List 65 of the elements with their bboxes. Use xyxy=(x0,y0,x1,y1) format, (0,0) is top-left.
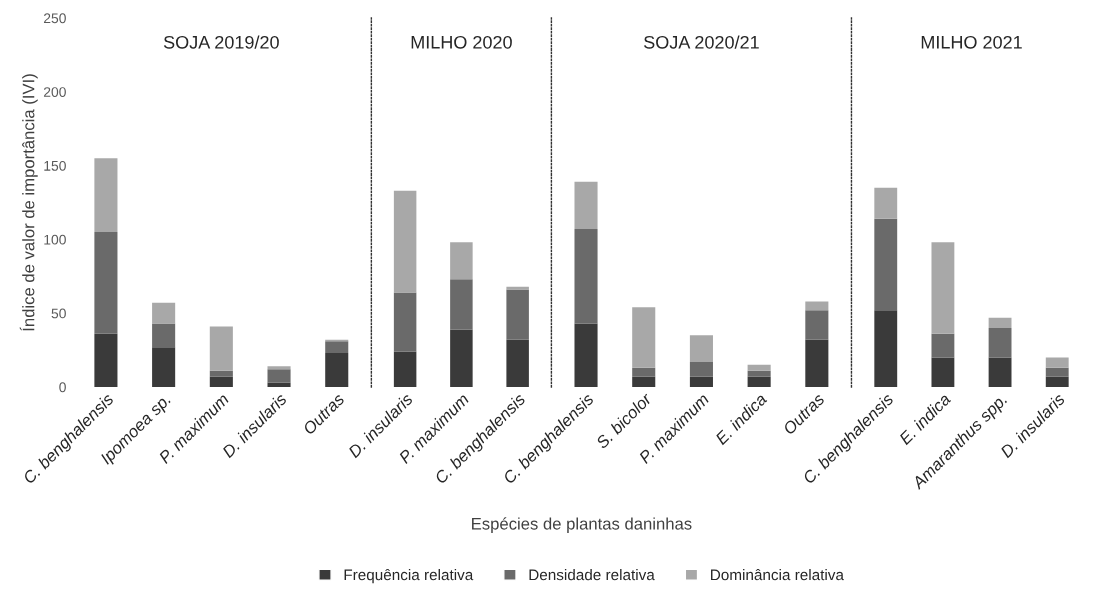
bar xyxy=(94,158,118,233)
bar xyxy=(988,317,1012,328)
bar xyxy=(1045,376,1069,387)
text: SOJA 2019/20 xyxy=(163,35,279,49)
text: MILHO 2020 xyxy=(411,35,512,49)
bar xyxy=(506,339,529,387)
text: MILHO 2021 xyxy=(921,35,1022,49)
bar xyxy=(874,187,898,219)
bar xyxy=(94,333,118,387)
y-axis-title: Índice de valor de importância (IVI) xyxy=(19,74,38,331)
bar xyxy=(988,327,1012,358)
bar xyxy=(267,369,291,383)
bar xyxy=(209,370,233,377)
y-tick-label: 200 xyxy=(43,87,66,97)
bar xyxy=(931,357,955,387)
bar xyxy=(152,323,176,348)
bar xyxy=(152,347,176,387)
bar xyxy=(506,289,529,340)
bar xyxy=(747,370,771,377)
legend-label: Frequência relativa xyxy=(344,568,474,584)
bar xyxy=(393,292,417,352)
y-tick-label: 0 xyxy=(59,382,66,393)
x-axis-title: Espécies de plantas daninhas xyxy=(472,517,692,533)
bar xyxy=(874,310,898,387)
bar xyxy=(747,364,771,371)
bar xyxy=(805,301,829,311)
legend-label: Densidade relativa xyxy=(529,569,655,581)
bar xyxy=(574,323,598,387)
bar xyxy=(632,376,656,387)
bar xyxy=(689,361,713,377)
bar xyxy=(689,376,713,387)
bar xyxy=(632,367,656,377)
bar xyxy=(393,351,417,387)
bar xyxy=(506,286,529,290)
bar xyxy=(450,242,473,280)
bar xyxy=(267,366,291,370)
bar xyxy=(689,335,713,362)
bar xyxy=(805,310,829,340)
bar xyxy=(747,376,771,387)
y-tick-label: 50 xyxy=(51,308,66,319)
bar xyxy=(94,232,118,334)
bar xyxy=(931,242,955,334)
bar xyxy=(805,339,829,387)
bar xyxy=(393,190,417,293)
y-tick-label: 150 xyxy=(44,160,66,171)
legend-label: Dominância relativa xyxy=(711,568,844,581)
bar xyxy=(1045,367,1069,377)
bar xyxy=(325,341,349,354)
bar xyxy=(574,229,598,324)
bar xyxy=(325,353,349,387)
bar xyxy=(209,376,233,387)
bar xyxy=(450,329,473,387)
bar xyxy=(450,279,473,330)
bar xyxy=(632,307,656,368)
bar xyxy=(1045,357,1069,368)
bar xyxy=(574,181,598,230)
text: SOJA 2020/21 xyxy=(644,35,759,49)
bar xyxy=(152,302,176,324)
bar xyxy=(988,357,1012,387)
y-tick-label: 250 xyxy=(43,13,66,24)
y-tick-label: 100 xyxy=(44,234,66,245)
bar xyxy=(874,218,898,311)
bar xyxy=(209,326,233,371)
bar xyxy=(931,333,955,358)
bar xyxy=(267,382,291,387)
